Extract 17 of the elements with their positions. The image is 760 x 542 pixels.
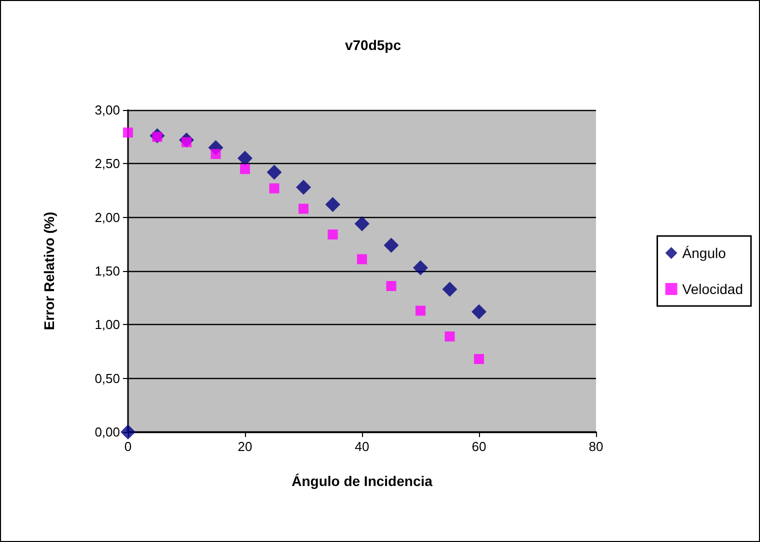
x-tick-label: 0 — [124, 439, 132, 454]
x-tick-label: 80 — [588, 439, 604, 454]
y-tick-label: 2,00 — [94, 210, 120, 225]
y-tick-label: 1,50 — [94, 264, 120, 278]
x-axis-title: Ángulo de Incidencia — [292, 473, 433, 489]
chart-title: v70d5pc — [344, 37, 402, 53]
y-tick-label: 3,00 — [94, 102, 120, 118]
legend-label: Velocidad — [682, 281, 743, 297]
y-tick-label: 2,50 — [94, 156, 120, 172]
legend-label: Ángulo — [682, 245, 726, 261]
x-tick-label: 60 — [472, 439, 486, 454]
x-tick-label: 20 — [238, 439, 252, 454]
y-tick-label: 0,00 — [94, 424, 120, 440]
y-tick-label: 0,50 — [94, 370, 120, 386]
y-tick-label: 1,00 — [94, 317, 120, 332]
y-axis-title: Error Relativo (%) — [41, 212, 57, 330]
x-tick-label: 40 — [354, 439, 370, 454]
